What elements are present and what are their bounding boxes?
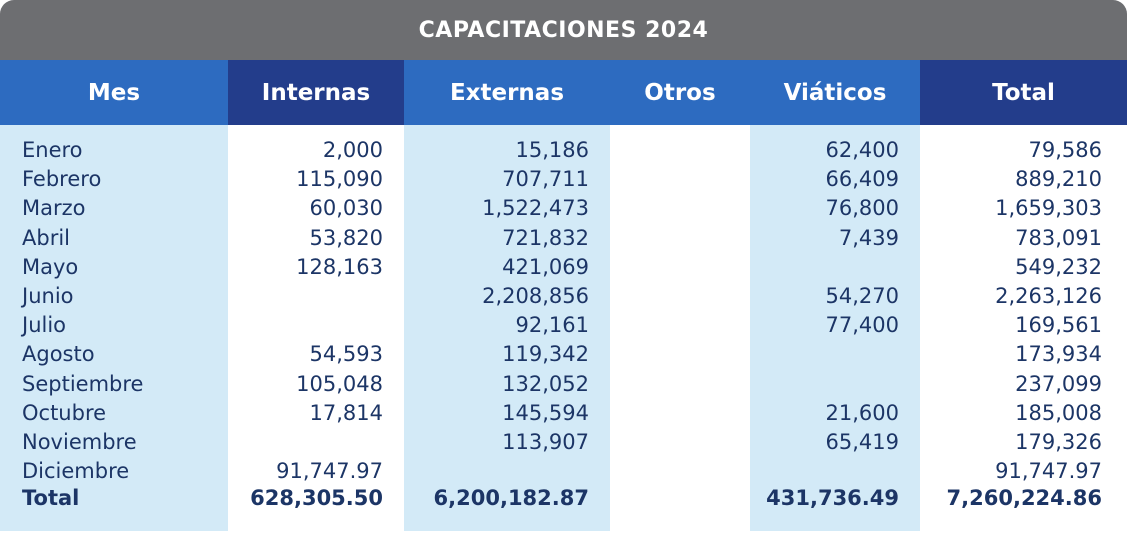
- cell-value: 60,030: [309, 196, 383, 221]
- column-header: Internas: [228, 60, 404, 125]
- cell-value: 889,210: [1015, 167, 1102, 192]
- cell-value: 431,736.49: [766, 486, 899, 510]
- cell-value: 1,659,303: [995, 196, 1102, 221]
- column-band: [0, 125, 228, 531]
- cell-value: 2,263,126: [995, 284, 1102, 308]
- cell-value: 549,232: [1015, 254, 1102, 279]
- row-label: Septiembre: [22, 371, 144, 396]
- row-label: Enero: [22, 138, 83, 162]
- cell-value: 17,814: [309, 400, 383, 425]
- cell-value: 91,747.97: [276, 459, 383, 484]
- cell-value: 79,586: [1028, 138, 1102, 162]
- cell-value: 66,409: [825, 167, 899, 192]
- cell-value: 65,419: [825, 430, 899, 454]
- cell-value: 169,561: [1015, 313, 1102, 338]
- table-title: CAPACITACIONES 2024: [0, 0, 1127, 60]
- cell-value: 6,200,182.87: [433, 486, 589, 510]
- column-header: Externas: [404, 60, 610, 125]
- cell-value: 132,052: [502, 371, 589, 396]
- row-label: Agosto: [22, 342, 95, 367]
- cell-value: 2,208,856: [482, 284, 589, 308]
- cell-value: 91,747.97: [995, 459, 1102, 484]
- cell-value: 105,048: [296, 371, 383, 396]
- row-label: Diciembre: [22, 459, 130, 484]
- cell-value: 721,832: [502, 225, 589, 250]
- cell-value: 62,400: [825, 138, 899, 162]
- cell-value: 7,260,224.86: [946, 486, 1102, 510]
- cell-value: 173,934: [1015, 342, 1102, 367]
- column-header: Total: [920, 60, 1127, 125]
- cell-value: 128,163: [296, 254, 383, 279]
- row-label: Total: [22, 486, 80, 510]
- column-header: Viáticos: [750, 60, 920, 125]
- cell-value: 185,008: [1015, 400, 1102, 425]
- row-label: Mayo: [22, 254, 79, 279]
- column-band: [404, 125, 610, 531]
- row-label: Junio: [22, 284, 74, 308]
- column-band: [920, 125, 1127, 531]
- row-label: Noviembre: [22, 430, 137, 454]
- column-band: [228, 125, 404, 531]
- cell-value: 21,600: [825, 400, 899, 425]
- cell-value: 7,439: [838, 225, 899, 250]
- row-label: Abril: [22, 225, 70, 250]
- cell-value: 237,099: [1015, 371, 1102, 396]
- cell-value: 76,800: [825, 196, 899, 221]
- cell-value: 145,594: [502, 400, 589, 425]
- cell-value: 2,000: [322, 138, 383, 162]
- cell-value: 92,161: [515, 313, 589, 338]
- cell-value: 179,326: [1015, 430, 1102, 454]
- row-label: Octubre: [22, 400, 107, 425]
- cell-value: 54,270: [825, 284, 899, 308]
- cell-value: 628,305.50: [250, 486, 383, 510]
- row-label: Marzo: [22, 196, 86, 221]
- row-label: Julio: [22, 313, 67, 338]
- column-header: Otros: [610, 60, 750, 125]
- cell-value: 783,091: [1015, 225, 1102, 250]
- cell-value: 115,090: [296, 167, 383, 192]
- column-header: Mes: [0, 60, 228, 125]
- cell-value: 421,069: [502, 254, 589, 279]
- cell-value: 77,400: [825, 313, 899, 338]
- column-band: [610, 125, 750, 531]
- cell-value: 707,711: [502, 167, 589, 192]
- column-band: [750, 125, 920, 531]
- row-label: Febrero: [22, 167, 102, 192]
- cell-value: 113,907: [502, 430, 589, 454]
- cell-value: 1,522,473: [482, 196, 589, 221]
- cell-value: 119,342: [502, 342, 589, 367]
- cell-value: 53,820: [309, 225, 383, 250]
- cell-value: 54,593: [309, 342, 383, 367]
- cell-value: 15,186: [515, 138, 589, 162]
